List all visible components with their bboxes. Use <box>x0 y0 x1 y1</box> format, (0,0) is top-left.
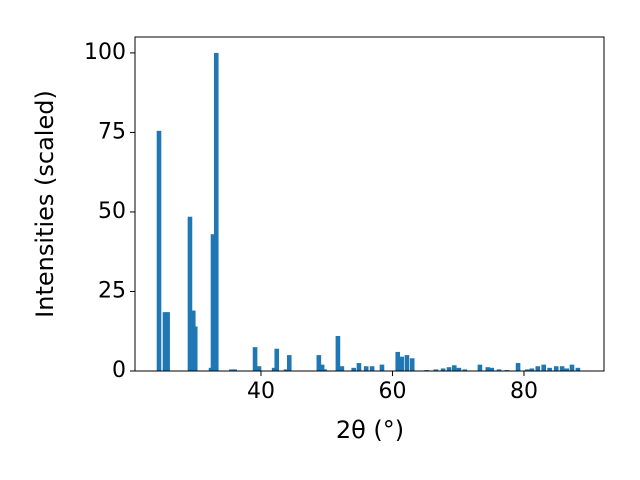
bar <box>515 363 521 371</box>
x-tick-label: 40 <box>247 379 275 404</box>
bar <box>489 367 495 371</box>
bar <box>351 367 356 371</box>
bar <box>559 366 565 371</box>
bar <box>529 368 535 371</box>
bar <box>187 216 193 371</box>
y-tick-label: 100 <box>84 40 126 65</box>
bar <box>316 355 322 371</box>
x-tick-label: 60 <box>378 379 406 404</box>
bar <box>165 312 170 371</box>
bar <box>335 336 341 371</box>
bar <box>553 366 559 371</box>
bar <box>395 351 401 371</box>
x-tick-label: 80 <box>510 379 538 404</box>
bar <box>541 364 547 371</box>
bar <box>535 366 541 371</box>
y-tick-label: 25 <box>98 278 126 303</box>
bar <box>433 369 439 371</box>
bar <box>286 355 292 371</box>
bar <box>283 369 289 371</box>
y-tick-label: 50 <box>98 199 126 224</box>
bar <box>547 367 552 371</box>
bar <box>404 355 410 371</box>
bar <box>339 366 345 371</box>
bar <box>274 348 280 371</box>
bar <box>232 369 237 371</box>
bar <box>477 364 483 371</box>
bar <box>213 52 219 372</box>
y-axis-label: Intensities (scaled) <box>31 90 59 318</box>
bar <box>229 369 234 371</box>
bar <box>575 367 581 371</box>
bar <box>156 130 162 371</box>
bar <box>356 363 362 371</box>
y-tick-label: 75 <box>98 119 126 144</box>
bar <box>252 347 258 371</box>
bar <box>162 312 168 371</box>
bar <box>451 365 457 371</box>
bar <box>192 326 198 371</box>
bar <box>446 367 452 371</box>
bar <box>524 369 530 371</box>
bar <box>462 369 468 371</box>
bar <box>322 369 328 371</box>
bar <box>564 368 570 371</box>
bar <box>369 366 375 371</box>
bar <box>496 369 502 371</box>
plot-frame <box>134 36 605 372</box>
x-axis-label: 2θ (°) <box>336 416 404 444</box>
bar <box>399 356 404 371</box>
bar <box>569 364 575 371</box>
bar <box>485 367 491 371</box>
bar <box>440 368 446 371</box>
bar <box>319 364 325 371</box>
bar <box>210 234 216 371</box>
bar <box>256 366 262 371</box>
bar <box>271 367 277 371</box>
bar <box>409 358 415 371</box>
y-tick-label: 0 <box>112 358 126 383</box>
bar <box>456 367 462 371</box>
bar <box>363 366 369 371</box>
bar <box>379 364 385 371</box>
